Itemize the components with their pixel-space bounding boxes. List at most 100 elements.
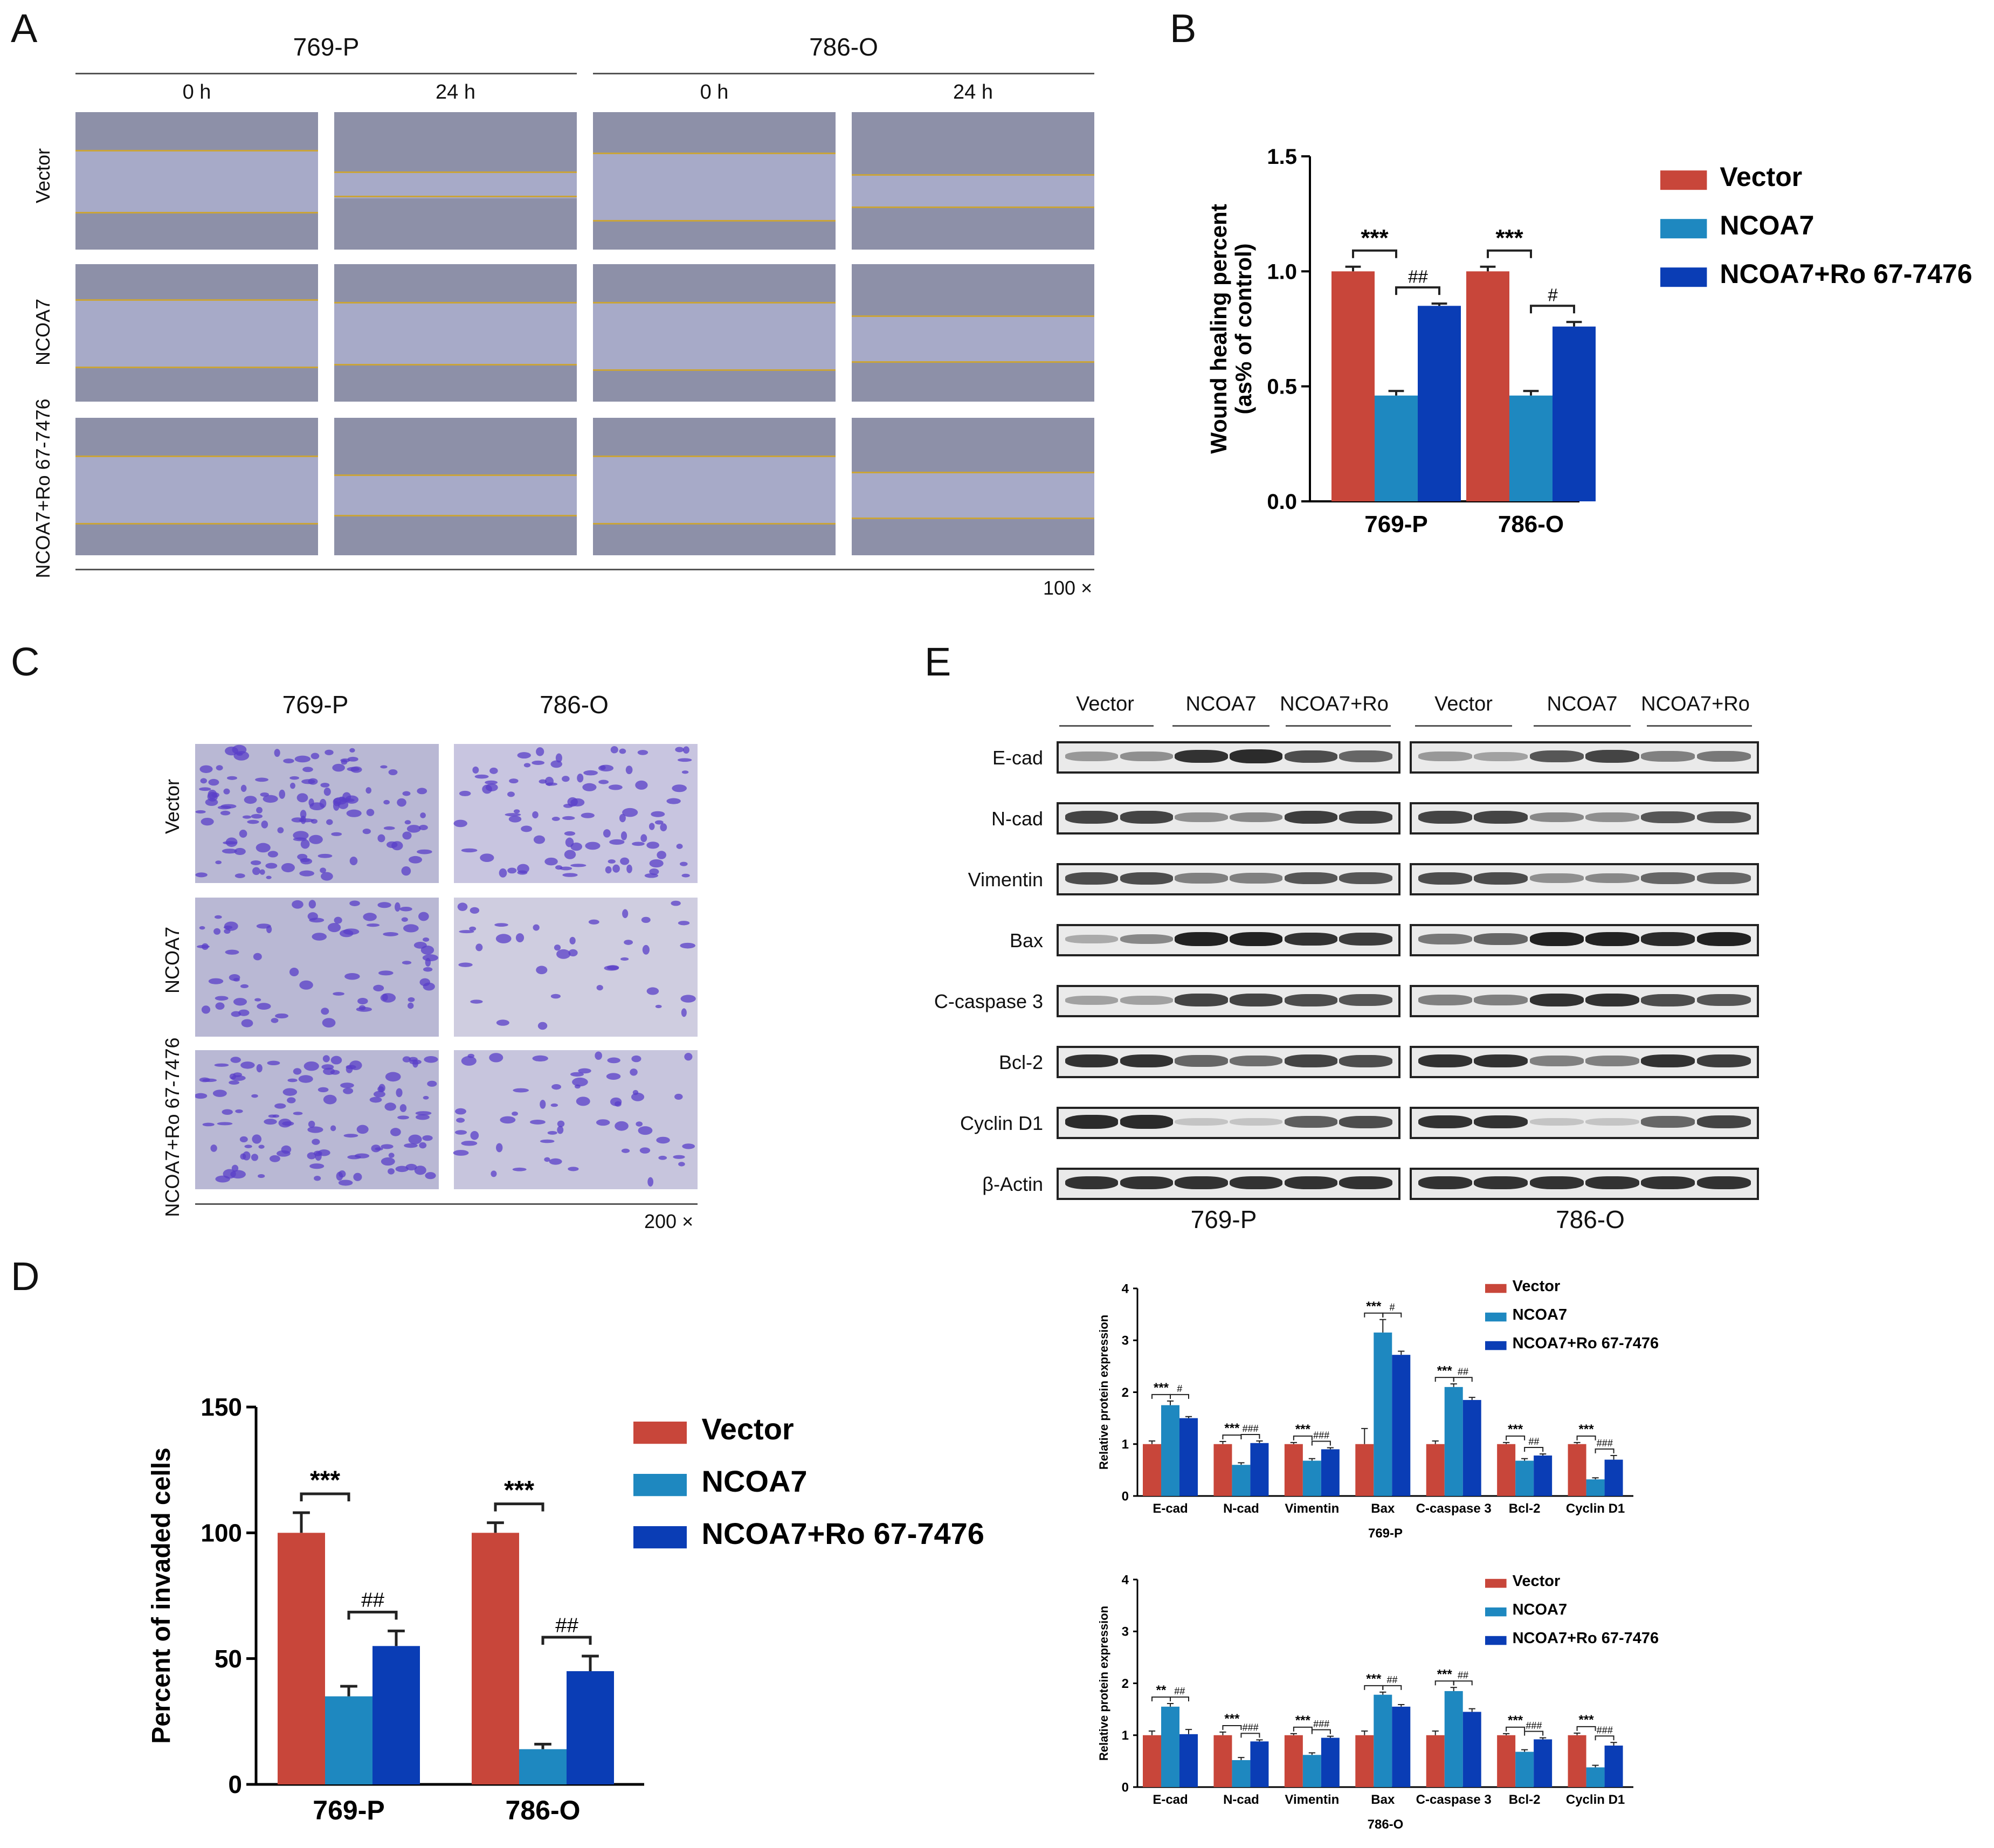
lane-rule <box>1059 725 1154 727</box>
significance-label: *** <box>1495 225 1523 251</box>
lane-rule <box>1172 725 1269 727</box>
legend-swatch <box>633 1474 687 1497</box>
blot-cellline-label: 786-O <box>1556 1205 1625 1233</box>
bar <box>1232 1465 1251 1496</box>
bar <box>1392 1706 1411 1787</box>
stained-cell <box>347 767 360 771</box>
stained-cell <box>656 1136 670 1144</box>
y-tick-label: 3 <box>1122 1334 1129 1348</box>
wound-image <box>75 418 318 555</box>
blot-protein-label: Cyclin D1 <box>960 1112 1043 1134</box>
bar <box>1232 1760 1251 1787</box>
blot-band <box>1284 750 1337 763</box>
stained-cell <box>208 789 217 799</box>
stained-cell <box>293 837 307 842</box>
stained-cell <box>499 868 507 878</box>
blot-lane-label: NCOA7+Ro <box>1280 693 1389 715</box>
stained-cell <box>649 868 659 875</box>
legend-swatch <box>633 1422 687 1444</box>
bar <box>1497 1444 1516 1496</box>
wound-image <box>593 264 836 402</box>
significance-label: ### <box>1597 1725 1613 1735</box>
legend-swatch <box>1660 170 1707 190</box>
blot-band <box>1230 1055 1283 1067</box>
stained-cell <box>666 798 681 804</box>
stained-cell <box>336 1171 343 1181</box>
blot-band <box>1339 1115 1392 1128</box>
legend-swatch <box>633 1526 687 1549</box>
stained-cell <box>287 1078 298 1082</box>
blot-band <box>1641 1054 1695 1068</box>
blot-strip <box>1057 1107 1400 1139</box>
blot-band <box>1585 1176 1639 1190</box>
stained-cell <box>474 774 489 779</box>
stained-cell <box>349 748 355 753</box>
significance-label: *** <box>1579 1713 1595 1727</box>
stained-cell <box>576 1097 590 1106</box>
stained-cell <box>615 1121 629 1131</box>
significance-bracket <box>1293 1726 1313 1732</box>
stained-cell <box>423 937 430 942</box>
blot-strip <box>1057 1168 1400 1200</box>
chart-b-wound-healing: 0.0 0.5 1.0 1.5 Wound healing percent (as% of… <box>1206 145 1972 537</box>
panel-a-time-label: 0 h <box>700 81 729 104</box>
bar <box>1509 395 1553 501</box>
stained-cell <box>229 1080 239 1085</box>
y-tick-label: 1.0 <box>1267 260 1297 284</box>
stained-cell <box>532 811 539 819</box>
stained-cell <box>215 1175 230 1183</box>
significance-label: *** <box>1224 1712 1240 1726</box>
stained-cell <box>459 790 471 796</box>
x-tick-label: Cyclin D1 <box>1566 1792 1625 1807</box>
x-tick-label: 786-O <box>1498 511 1564 537</box>
stained-cell <box>415 1111 432 1115</box>
stained-cell <box>333 801 340 811</box>
blot-band <box>1065 1054 1119 1068</box>
blot-band <box>1120 751 1173 762</box>
stained-cell <box>582 783 597 791</box>
stained-cell <box>258 1174 265 1178</box>
stained-cell <box>417 849 432 854</box>
stained-cell <box>307 912 318 921</box>
stained-cell <box>680 861 688 866</box>
stained-cell <box>250 860 261 865</box>
stained-cell <box>555 753 562 763</box>
stained-cell <box>269 1155 280 1162</box>
blot-band <box>1230 932 1283 946</box>
stained-cell <box>222 849 237 854</box>
stained-cell <box>681 873 690 878</box>
blot-strip <box>1410 924 1759 956</box>
stained-cell <box>472 766 479 774</box>
bar <box>1143 1735 1161 1787</box>
stained-cell <box>388 769 398 775</box>
significance-bracket <box>1382 1312 1402 1318</box>
blot-band <box>1585 873 1639 884</box>
blot-cellline-label: 769-P <box>1190 1205 1257 1233</box>
blot-protein-label: C-caspase 3 <box>934 990 1043 1012</box>
stained-cell <box>470 999 483 1004</box>
stained-cell <box>550 994 561 999</box>
stained-cell <box>605 866 612 874</box>
stained-cell <box>224 928 231 934</box>
y-tick-label: 1 <box>1122 1728 1129 1743</box>
blot-lane-label: Vector <box>1076 693 1134 715</box>
blot-band <box>1230 1118 1283 1126</box>
stained-cell <box>500 1116 516 1124</box>
stained-cell <box>240 784 247 792</box>
y-tick-label: 2 <box>1122 1385 1129 1400</box>
stained-cell <box>300 858 310 863</box>
x-tick-label: Vimentin <box>1285 1792 1339 1807</box>
stained-cell <box>562 816 575 820</box>
stained-cell <box>271 1018 279 1023</box>
stained-cell <box>327 923 341 933</box>
stained-cell <box>456 1118 465 1123</box>
stained-cell <box>346 809 362 817</box>
legend-swatch <box>1660 267 1707 287</box>
stained-cell <box>572 1077 588 1087</box>
stained-cell <box>657 851 666 859</box>
stained-cell <box>608 784 623 790</box>
x-tick-label: E-cad <box>1153 1792 1188 1807</box>
stained-cell <box>293 1068 302 1075</box>
stained-cell <box>646 842 660 849</box>
stained-cell <box>267 1060 280 1066</box>
